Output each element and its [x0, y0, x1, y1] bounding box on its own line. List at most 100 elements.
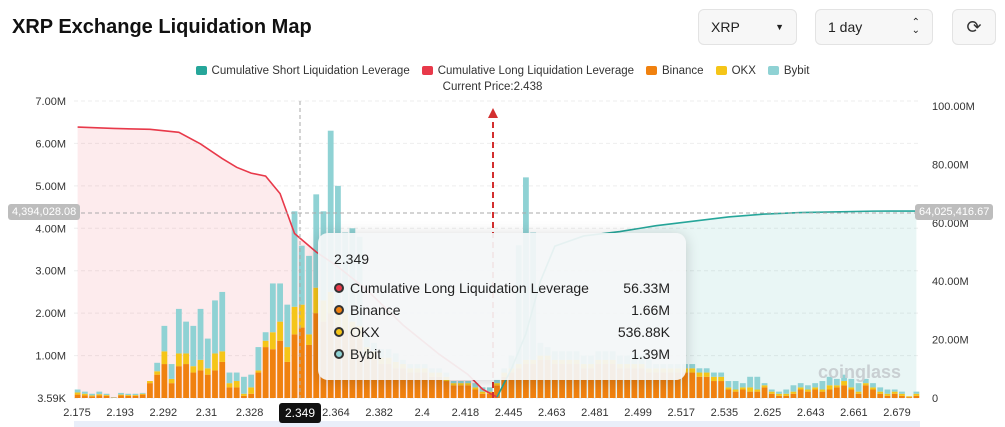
- bar-okx: [906, 396, 913, 398]
- tooltip-label: OKX: [350, 324, 380, 340]
- bar-bybit: [255, 347, 262, 371]
- crosshair-x-value: 2.349: [279, 403, 322, 423]
- bar-bybit: [81, 391, 88, 394]
- bar-binance: [891, 393, 898, 398]
- bar-binance: [515, 368, 522, 398]
- bar-binance: [624, 368, 631, 398]
- legend-label: Bybit: [783, 65, 810, 77]
- legend-label: Cumulative Short Liquidation Leverage: [211, 65, 410, 77]
- bar-binance: [703, 376, 710, 398]
- bar-okx: [269, 332, 276, 350]
- bar-binance: [414, 372, 421, 398]
- bar-binance: [819, 391, 826, 398]
- bar-binance: [870, 389, 876, 398]
- bar-binance: [407, 372, 414, 398]
- bar-okx: [754, 389, 761, 392]
- bar-binance: [530, 364, 537, 398]
- bar-binance: [262, 347, 269, 398]
- bar-binance: [118, 395, 124, 398]
- bar-bybit: [747, 376, 753, 388]
- bar-binance: [776, 395, 782, 398]
- y-left-tick-label: 7.00M: [35, 96, 66, 108]
- x-tick-label: 2.625: [754, 407, 782, 419]
- bar-okx: [197, 359, 204, 371]
- bar-bybit: [783, 389, 790, 394]
- bar-binance: [219, 361, 226, 398]
- bar-binance: [436, 376, 443, 398]
- bar-okx: [472, 387, 479, 390]
- x-tick-label: 2.31: [196, 407, 217, 419]
- bar-okx: [877, 391, 884, 394]
- bar-bybit: [848, 378, 855, 388]
- bar-bybit: [125, 393, 132, 396]
- legend-item-okx[interactable]: OKX: [715, 65, 756, 77]
- bar-okx: [139, 393, 146, 395]
- bar-binance: [241, 395, 247, 398]
- bar-okx: [465, 383, 471, 386]
- x-tick-label: 2.463: [538, 407, 566, 419]
- bar-bybit: [696, 368, 703, 373]
- bar-binance: [580, 368, 587, 398]
- bar-bybit: [241, 376, 247, 394]
- bar-okx: [255, 370, 262, 373]
- up-down-chevron-icon: ⌃ ⌄: [911, 17, 920, 36]
- bar-binance: [862, 385, 869, 398]
- bar-binance: [385, 364, 392, 398]
- refresh-icon: ⟳: [966, 16, 982, 37]
- bar-binance: [653, 372, 659, 398]
- bar-bybit: [739, 383, 746, 388]
- bar-bybit: [161, 325, 168, 352]
- bar-bybit: [168, 364, 175, 379]
- bar-binance: [595, 364, 602, 398]
- bar-binance: [472, 389, 479, 398]
- x-tick-label: 2.679: [883, 407, 911, 419]
- bar-binance: [508, 372, 515, 398]
- bar-bybit: [884, 389, 891, 394]
- y-left-tick-label: 5.00M: [35, 181, 66, 193]
- legend-item-binance[interactable]: Binance: [646, 65, 704, 77]
- bar-bybit: [284, 304, 291, 348]
- page-title: XRP Exchange Liquidation Map: [12, 16, 312, 38]
- bar-binance: [573, 364, 580, 398]
- bar-okx: [899, 393, 905, 396]
- bar-binance: [457, 385, 464, 398]
- period-select[interactable]: 1 day ⌃ ⌄: [815, 9, 933, 45]
- bar-binance: [465, 385, 471, 398]
- legend-item-long[interactable]: Cumulative Long Liquidation Leverage: [421, 65, 634, 77]
- bar-binance: [812, 389, 819, 398]
- caret-down-icon: ▼: [775, 22, 784, 32]
- bar-okx: [689, 368, 696, 373]
- bar-okx: [819, 389, 826, 392]
- tooltip-row-bybit: Bybit 1.39M: [334, 343, 670, 365]
- y-right-tick-label: 40.00M: [932, 276, 969, 288]
- bar-okx: [103, 395, 110, 396]
- tooltip-value: 536.88K: [617, 324, 670, 340]
- bar-bybit: [776, 391, 782, 394]
- coinglass-watermark: coinglass: [818, 362, 902, 382]
- bar-binance: [183, 364, 189, 398]
- bar-okx: [732, 389, 739, 392]
- symbol-select[interactable]: XRP ▼: [698, 9, 797, 45]
- bar-binance: [783, 395, 790, 398]
- bar-okx: [262, 340, 269, 348]
- bar-okx: [74, 392, 81, 395]
- legend-item-short[interactable]: Cumulative Short Liquidation Leverage: [195, 65, 410, 77]
- bar-binance: [378, 364, 385, 398]
- dot-icon: [334, 327, 344, 337]
- bar-okx: [298, 304, 305, 328]
- x-tick-label: 2.418: [452, 407, 480, 419]
- bar-bybit: [862, 378, 869, 384]
- bar-bybit: [291, 211, 298, 307]
- bar-binance: [269, 349, 276, 398]
- bar-binance: [175, 366, 182, 398]
- bar-bybit: [103, 393, 110, 396]
- legend-item-bybit[interactable]: Bybit: [767, 65, 810, 77]
- bar-binance: [161, 364, 168, 398]
- refresh-button[interactable]: ⟳: [952, 9, 996, 45]
- bar-bybit: [313, 194, 320, 288]
- bar-okx: [711, 376, 717, 382]
- bar-bybit: [204, 338, 211, 369]
- bar-binance: [277, 340, 283, 398]
- bar-binance: [139, 394, 146, 398]
- bar-binance: [551, 364, 558, 398]
